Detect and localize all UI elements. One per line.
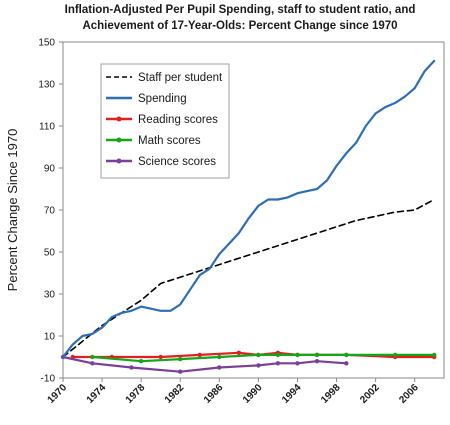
data-point — [392, 352, 398, 358]
data-point — [217, 365, 222, 370]
legend-item-staff-per-student: Staff per student — [106, 72, 223, 84]
legend-marker — [116, 116, 122, 122]
x-tick-label: 1970 — [46, 382, 70, 406]
legend-marker — [116, 158, 122, 164]
legend-label: Science scores — [138, 156, 216, 168]
data-point — [314, 359, 320, 364]
y-tick-label: 90 — [44, 164, 56, 175]
series-spending — [61, 59, 436, 359]
data-point — [236, 350, 242, 355]
y-tick-label: 70 — [44, 206, 56, 217]
chart-title: Inflation-Adjusted Per Pupil Spending, s… — [65, 4, 416, 16]
legend: Staff per student Spending Reading scores M… — [100, 63, 230, 179]
x-tick-label: 1974 — [85, 382, 109, 406]
x-tick-label: 1990 — [241, 382, 265, 406]
chart-subtitle: Achievement of 17-Year-Olds: Percent Cha… — [82, 20, 397, 32]
series-math-scores — [90, 352, 437, 364]
y-tick-label: 10 — [44, 332, 56, 343]
x-tick-label: 1994 — [280, 382, 304, 406]
legend-item-math-scores: Math scores — [106, 135, 201, 147]
data-point — [178, 369, 183, 374]
data-point — [344, 361, 349, 366]
data-point — [432, 352, 437, 358]
data-point — [129, 365, 134, 370]
x-tick-label: 2006 — [397, 382, 421, 406]
y-axis-ticks: -10 10 30 50 70 90 110 130 150 — [38, 38, 63, 385]
y-tick-label: 50 — [44, 248, 56, 259]
x-tick-label: 1982 — [163, 382, 187, 406]
legend-item-reading-scores: Reading scores — [106, 114, 218, 126]
series-line-spending — [61, 59, 436, 359]
series-line-science-scores — [61, 355, 348, 373]
data-point — [295, 361, 300, 366]
legend-marker — [116, 137, 122, 143]
legend-label: Reading scores — [138, 114, 218, 126]
x-tick-label: 1978 — [124, 382, 148, 406]
series-layer — [60, 59, 437, 374]
data-point — [256, 352, 261, 358]
y-tick-label: 110 — [39, 122, 55, 133]
y-axis-label: Percent Change Since 1970 — [5, 129, 20, 292]
data-point — [178, 356, 183, 362]
series-staff-per-student — [62, 198, 436, 358]
series-science-scores — [60, 354, 349, 374]
legend-box — [100, 63, 230, 179]
x-tick-label: 1998 — [319, 382, 343, 406]
data-point — [275, 352, 281, 358]
legend-label: Staff per student — [138, 72, 223, 84]
data-point — [275, 361, 281, 366]
y-tick-label: 30 — [44, 290, 56, 301]
data-point — [295, 352, 300, 358]
y-tick-label: -10 — [41, 374, 56, 385]
legend-item-spending: Spending — [106, 93, 187, 105]
data-point — [256, 363, 261, 368]
data-point — [344, 352, 349, 358]
data-point — [90, 361, 95, 366]
data-point — [138, 359, 144, 364]
data-point — [90, 354, 95, 360]
x-tick-label: 1986 — [202, 382, 226, 406]
data-point — [217, 354, 222, 360]
legend-item-science-scores: Science scores — [106, 156, 216, 168]
x-axis-ticks: 1970 1974 1978 1982 1986 1990 1994 1998 2002 2006 — [46, 378, 421, 406]
series-line-staff-per-student — [62, 198, 436, 358]
y-tick-label: 150 — [38, 38, 55, 49]
y-tick-label: 130 — [38, 80, 55, 91]
legend-label: Math scores — [138, 135, 201, 147]
data-point — [314, 352, 320, 358]
data-point — [158, 354, 163, 360]
x-tick-label: 2002 — [358, 382, 382, 406]
legend-label: Spending — [138, 93, 187, 105]
data-point — [197, 352, 202, 358]
